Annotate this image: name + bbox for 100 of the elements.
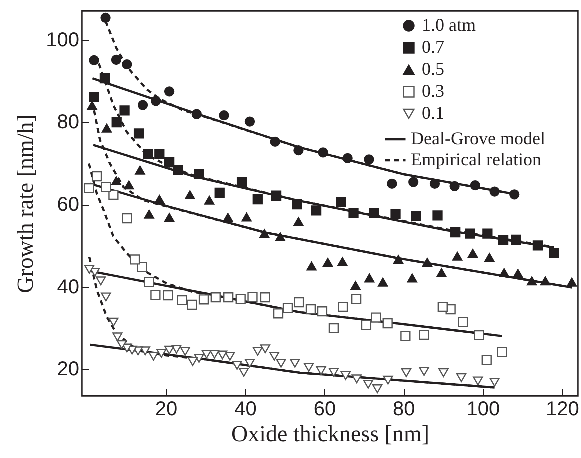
legend-label: 0.3 (422, 81, 444, 101)
point (218, 350, 228, 360)
point (328, 323, 340, 334)
legend-label: 0.1 (422, 103, 444, 123)
point (112, 118, 122, 128)
point (430, 178, 440, 190)
point (225, 352, 236, 361)
point (338, 257, 348, 266)
x-tick-label: 100 (466, 398, 500, 420)
point (382, 318, 393, 329)
point (292, 199, 302, 210)
point (468, 249, 478, 258)
point (513, 269, 524, 278)
point (122, 59, 132, 70)
point (172, 345, 182, 354)
x-tick-label: 20 (155, 398, 178, 420)
point (438, 302, 448, 312)
point (210, 350, 220, 359)
point (154, 149, 165, 160)
legend-label: 1.0 atm (422, 15, 476, 35)
point (276, 359, 286, 368)
point (318, 148, 328, 158)
x-tick-label: 40 (234, 398, 257, 420)
point (484, 253, 495, 262)
point (282, 303, 294, 314)
point (248, 292, 258, 302)
point (96, 276, 106, 286)
point (473, 376, 484, 386)
point (177, 295, 188, 306)
point (198, 294, 210, 305)
point (407, 274, 418, 283)
point (232, 361, 242, 370)
point (244, 116, 256, 127)
point (101, 182, 112, 192)
point (137, 262, 148, 272)
point (112, 332, 123, 342)
point (90, 268, 100, 277)
point (510, 190, 520, 200)
point (219, 110, 230, 121)
point (419, 367, 430, 376)
point (363, 380, 374, 389)
point (432, 210, 443, 221)
point (470, 180, 480, 191)
point (150, 290, 161, 300)
point (188, 357, 198, 366)
point (474, 330, 484, 341)
point (497, 347, 508, 358)
point (336, 197, 346, 208)
point (372, 384, 383, 394)
point (100, 12, 111, 24)
point (456, 373, 467, 382)
point (317, 306, 328, 317)
point (252, 347, 263, 356)
point (194, 169, 204, 180)
point (352, 374, 362, 384)
point (338, 302, 348, 312)
point (108, 318, 119, 327)
point (210, 292, 221, 303)
point (348, 208, 359, 218)
point (452, 252, 463, 261)
point (422, 258, 433, 268)
x-tick-label: 60 (314, 398, 336, 420)
point (194, 354, 204, 363)
point (322, 258, 334, 268)
point (498, 235, 509, 246)
point (401, 368, 412, 378)
point (124, 180, 134, 190)
point (154, 195, 165, 204)
point (164, 213, 175, 222)
y-axis-title: Growth rate [nm/h] (13, 114, 38, 294)
x-tick-label: 80 (393, 398, 416, 420)
point (270, 136, 280, 148)
point (304, 363, 314, 372)
point (450, 181, 460, 192)
point (482, 355, 492, 366)
point (151, 96, 162, 106)
point (350, 281, 361, 290)
point (306, 304, 316, 315)
y-tick-label: 80 (57, 112, 80, 134)
point (549, 248, 560, 258)
point (236, 177, 248, 188)
point (164, 157, 175, 168)
point (269, 352, 280, 361)
x-tick-label: 120 (546, 398, 580, 420)
legend-label: Deal-Grove model (411, 128, 546, 148)
point (490, 378, 500, 387)
point (364, 274, 375, 283)
point (306, 262, 317, 271)
point (540, 276, 551, 286)
point (111, 54, 122, 66)
point (164, 86, 175, 97)
point (135, 166, 146, 175)
y-tick-label: 40 (57, 276, 80, 298)
point (122, 213, 132, 224)
point (101, 292, 112, 302)
point (260, 344, 270, 354)
point (89, 92, 100, 102)
point (163, 290, 174, 301)
point (164, 346, 175, 355)
point (144, 210, 154, 219)
